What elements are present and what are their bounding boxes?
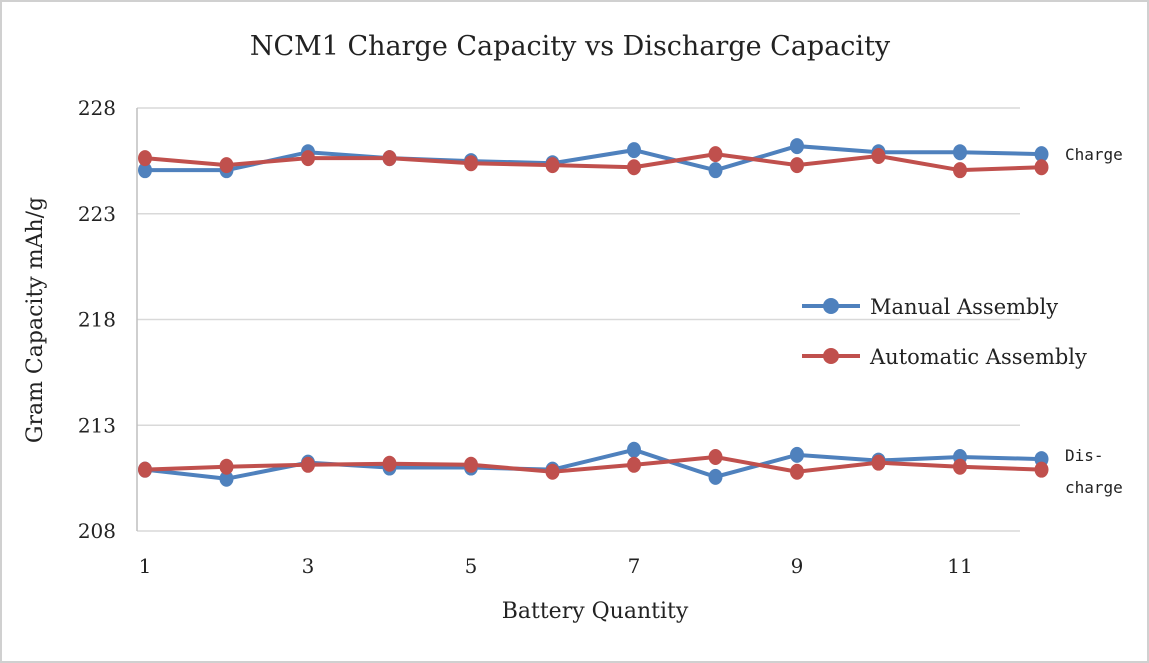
data-point-manual-charge [138,162,152,179]
data-point-automatic-discharge [301,456,315,473]
legend-label-manual: Manual Assembly [870,295,1058,319]
y-tick-label: 208 [78,519,116,543]
data-point-automatic-discharge [464,456,478,473]
y-tick-label: 223 [78,202,116,226]
annotation-charge: Charge [1065,145,1123,164]
data-point-automatic-charge [464,155,478,172]
data-point-automatic-discharge [871,454,886,471]
chart-title: NCM1 Charge Capacity vs Discharge Capaci… [250,31,891,62]
y-tick-label: 228 [78,96,116,120]
data-point-automatic-discharge [138,461,152,478]
data-point-automatic-discharge [790,463,804,480]
data-point-automatic-charge [1034,159,1049,176]
x-tick-label: 9 [791,554,804,578]
series-line-automatic-discharge [144,454,1042,474]
x-axis-label: Battery Quantity [502,599,689,624]
data-point-manual-charge [790,138,804,155]
data-point-manual-discharge [627,441,641,458]
data-point-automatic-charge [953,162,967,179]
data-point-automatic-charge [545,157,560,174]
legend-marker-manual [823,298,839,314]
data-point-automatic-charge [138,150,152,167]
data-point-automatic-charge [627,159,641,176]
legend-marker-automatic [823,348,839,364]
data-point-manual-charge [627,142,641,159]
data-point-manual-discharge [790,446,804,463]
data-point-automatic-charge [871,148,886,165]
series-line-automatic-charge [144,152,1042,173]
data-point-manual-discharge [219,470,234,487]
data-point-automatic-discharge [1034,461,1049,478]
data-point-manual-charge [708,162,723,179]
data-point-automatic-charge [382,150,397,167]
x-tick-label: 3 [302,554,315,578]
annotation-discharge-2: charge [1065,478,1123,497]
data-point-automatic-discharge [219,458,234,475]
x-tick-label: 5 [465,554,478,578]
data-point-automatic-discharge [382,455,397,472]
x-tick-label: 11 [947,554,972,578]
x-tick-label: 7 [628,554,641,578]
data-point-manual-charge [1034,146,1049,163]
data-point-automatic-discharge [953,458,967,475]
data-point-automatic-discharge [708,448,723,465]
legend: Manual Assembly Automatic Assembly [802,295,1087,369]
data-point-automatic-charge [219,157,234,174]
data-point-automatic-discharge [545,463,560,480]
data-point-automatic-charge [301,150,315,167]
y-axis-label: Gram Capacity mAh/g [23,197,48,443]
legend-label-automatic: Automatic Assembly [869,345,1087,369]
data-point-manual-charge [953,144,967,161]
annotation-discharge-1: Dis- [1065,446,1104,465]
data-point-automatic-discharge [627,456,641,473]
x-tick-label: 1 [139,554,152,578]
y-tick-label: 213 [78,413,116,437]
data-point-automatic-charge [790,157,804,174]
data-point-manual-discharge [708,468,723,485]
data-point-automatic-charge [708,146,723,163]
y-tick-label: 218 [78,308,116,332]
series-line-manual-charge [145,144,1042,173]
